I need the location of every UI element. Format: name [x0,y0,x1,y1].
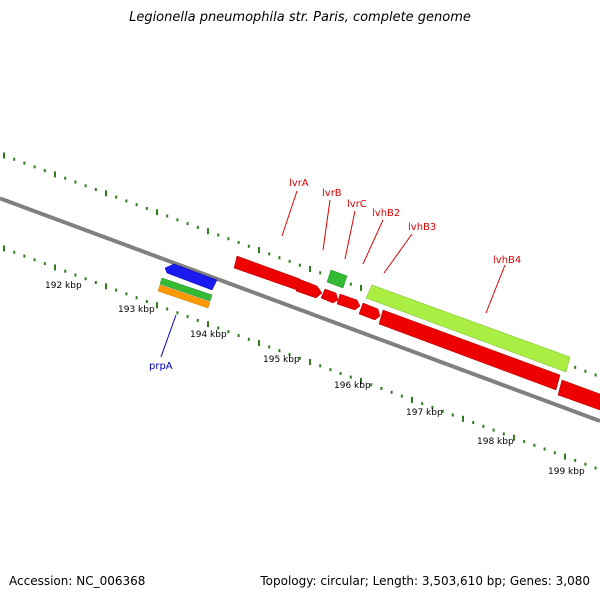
lvrB-gene-arrow[interactable] [295,278,323,299]
prpA-leader [160,314,177,358]
lvr-lvh-gene-row[interactable] [233,255,600,411]
label-leader-lines [160,190,506,358]
lvrA-leader [281,190,298,237]
gene-labels: lvrA lvrB lvrC lvhB2 lvhB3 lvhB4 prpA [149,178,521,372]
lvhB4-gene-arrow[interactable] [378,309,561,391]
coord-label-199: 199 kbp [548,467,585,477]
coord-label-192: 192 kbp [45,281,82,291]
accession-text: Accession: NC_006368 [9,574,146,588]
gene-label-lvhB3[interactable]: lvhB3 [408,222,436,233]
lvhB2-leader [362,219,384,265]
coord-label-193: 193 kbp [118,305,155,315]
lvhB2-gene-arrow[interactable] [336,293,361,311]
lvrB-leader [322,199,331,251]
gene-label-lvrB[interactable]: lvrB [322,188,342,199]
lvrC-gene-arrow[interactable] [320,288,339,304]
coord-label-196: 196 kbp [334,381,371,391]
genome-backbone [0,196,600,423]
lvhB3-leader [383,233,413,274]
coord-label-194: 194 kbp [190,330,227,340]
green-feature-arrow[interactable] [159,277,213,302]
next-gene-arrow[interactable] [557,379,600,411]
orange-feature-arrow[interactable] [157,284,211,309]
lvrC-leader [344,210,356,260]
coord-label-198: 198 kbp [477,437,514,447]
gene-label-lvrA[interactable]: lvrA [289,178,309,189]
gene-label-lvrC[interactable]: lvrC [347,199,367,210]
topology-text: Topology: circular; Length: 3,503,610 bp… [260,574,590,588]
coord-label-197: 197 kbp [406,408,443,418]
prpA-cluster[interactable] [157,263,218,309]
map-title: Legionella pneumophila str. Paris, compl… [129,10,471,25]
lime-long-feature[interactable] [365,284,571,373]
gene-label-lvhB2[interactable]: lvhB2 [372,208,400,219]
green-small-feature[interactable] [326,269,348,289]
coord-label-195: 195 kbp [263,355,300,365]
lvhB3-gene-arrow[interactable] [358,302,381,321]
inner-tick-row [3,245,597,470]
coordinate-labels: 192 kbp 193 kbp 194 kbp 195 kbp 196 kbp … [45,281,585,477]
gene-label-lvhB4[interactable]: lvhB4 [493,255,521,266]
gene-label-prpA[interactable]: prpA [149,361,173,372]
lvhB4-leader [485,264,506,314]
prpA-gene-arrow[interactable] [164,263,218,291]
